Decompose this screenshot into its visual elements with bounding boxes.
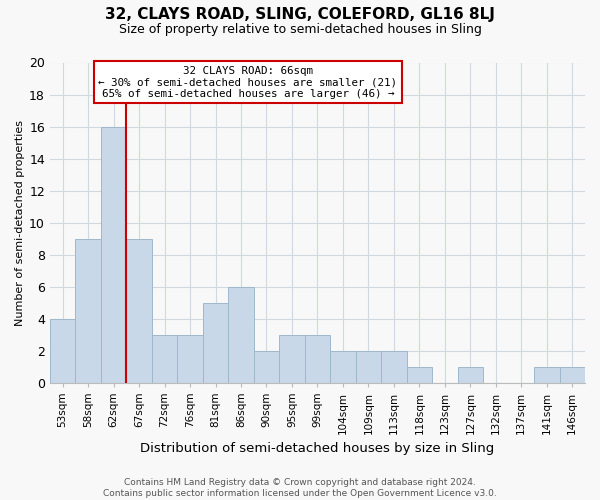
Bar [228,286,254,382]
Y-axis label: Number of semi-detached properties: Number of semi-detached properties [15,120,25,326]
Bar [101,126,127,382]
Bar [254,350,279,382]
Text: 32 CLAYS ROAD: 66sqm
← 30% of semi-detached houses are smaller (21)
65% of semi-: 32 CLAYS ROAD: 66sqm ← 30% of semi-detac… [98,66,397,99]
Bar [560,366,585,382]
Bar [305,334,330,382]
Bar [330,350,356,382]
Bar [178,334,203,382]
Bar [152,334,178,382]
X-axis label: Distribution of semi-detached houses by size in Sling: Distribution of semi-detached houses by … [140,442,494,455]
Bar [127,238,152,382]
Text: 32, CLAYS ROAD, SLING, COLEFORD, GL16 8LJ: 32, CLAYS ROAD, SLING, COLEFORD, GL16 8L… [105,8,495,22]
Bar [458,366,483,382]
Bar [356,350,381,382]
Bar [76,238,101,382]
Bar [50,318,76,382]
Bar [381,350,407,382]
Text: Contains HM Land Registry data © Crown copyright and database right 2024.
Contai: Contains HM Land Registry data © Crown c… [103,478,497,498]
Bar [407,366,432,382]
Bar [279,334,305,382]
Text: Size of property relative to semi-detached houses in Sling: Size of property relative to semi-detach… [119,22,481,36]
Bar [534,366,560,382]
Bar [203,302,228,382]
